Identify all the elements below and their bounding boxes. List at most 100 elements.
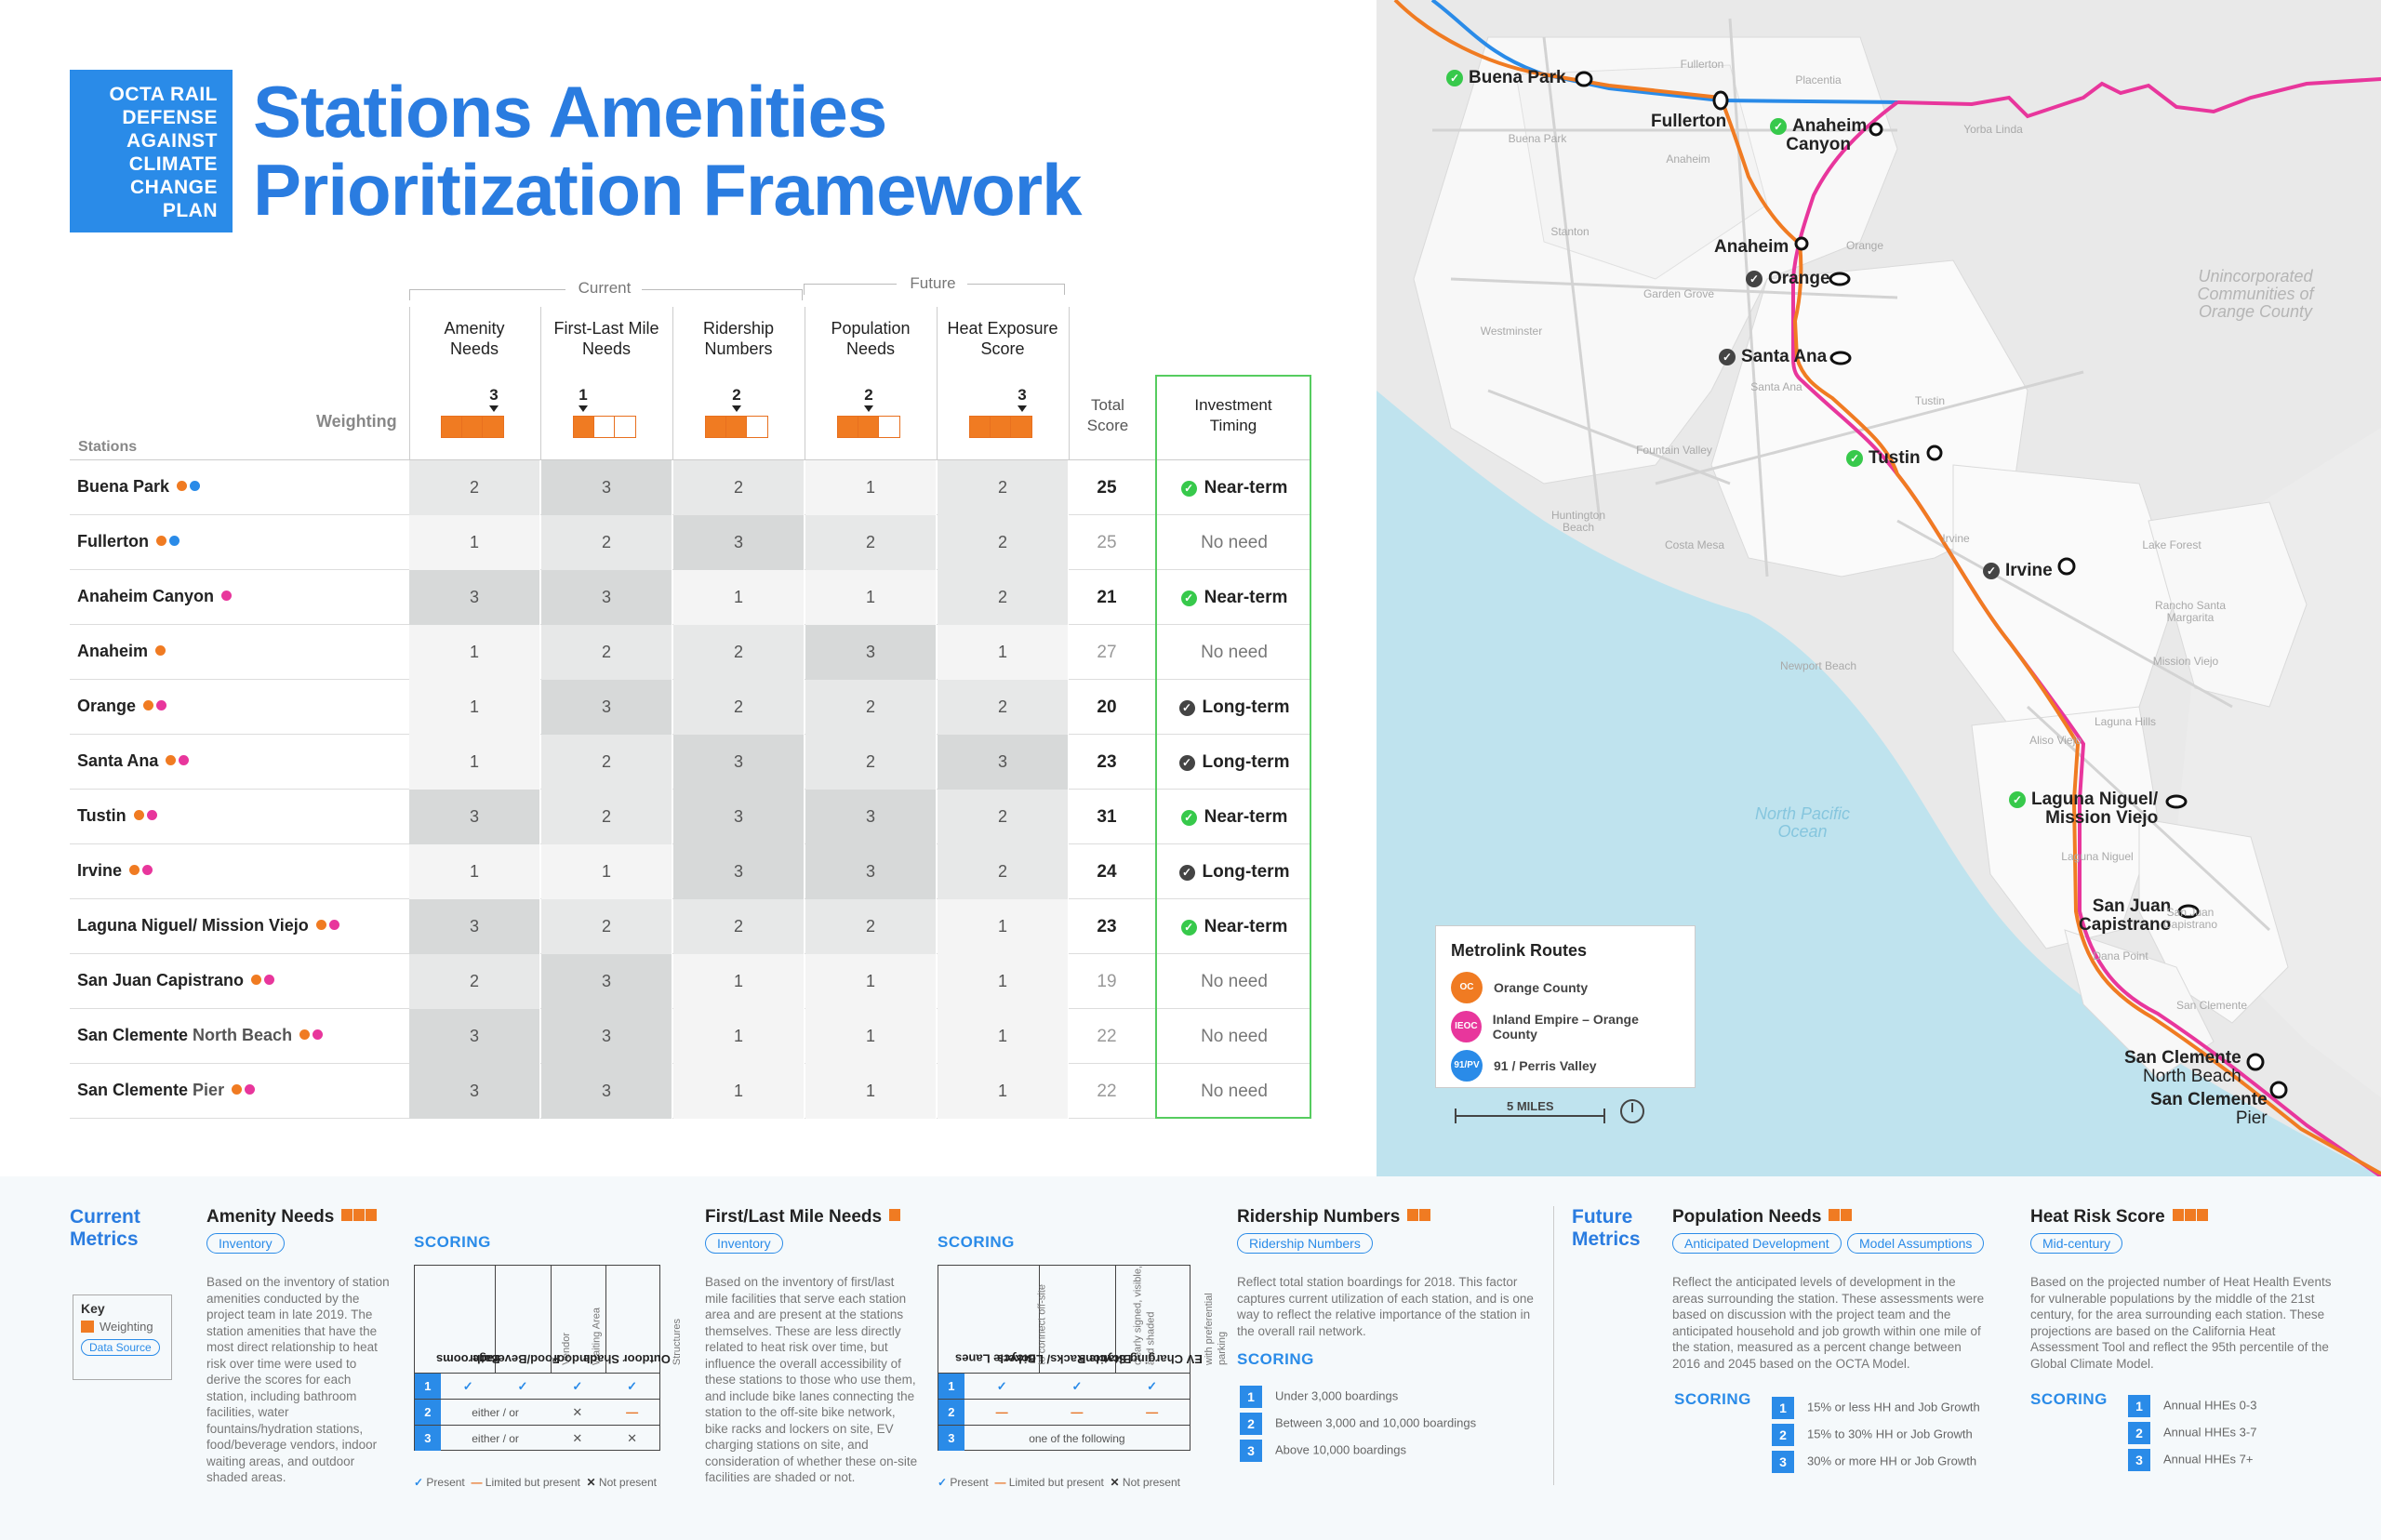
score-cell: 3 xyxy=(409,1064,540,1119)
population-pill-2: Model Assumptions xyxy=(1847,1233,1985,1254)
scoring-row: 1 ✓ ✓ ✓ xyxy=(938,1373,1190,1399)
map-place-label: Aliso Viejo xyxy=(2029,734,2082,747)
key-weighting-label: Weighting xyxy=(100,1320,153,1334)
weighting-squares xyxy=(341,1206,378,1227)
map-station-label: ✓ Santa Ana xyxy=(1719,348,1827,366)
station-row: Buena Park 2 3 2 1 2 25 ✓ Near-term xyxy=(70,460,1311,515)
investment-timing: ✓ Long-term xyxy=(1157,735,1311,790)
firstlast-description: Based on the inventory of first/last mil… xyxy=(705,1275,918,1484)
score-cell: 1 xyxy=(409,735,540,790)
score-cell: 2 xyxy=(541,735,672,790)
station-row: Santa Ana 1 2 3 2 3 23 ✓ Long-term xyxy=(70,735,1311,790)
heat-item: Annual HHEs 3-7 xyxy=(2163,1425,2257,1440)
station-name-text: Santa Ana xyxy=(77,751,159,770)
station-name: Tustin xyxy=(77,806,157,826)
population-item: 15% or less HH and Job Growth xyxy=(1807,1400,1980,1414)
route-dot-ie xyxy=(142,865,153,875)
metrolink-routes-legend: Metrolink Routes OC Orange County IEOC Inla… xyxy=(1435,925,1696,1088)
route-dot-ie xyxy=(156,700,167,710)
investment-timing: ✓ Near-term xyxy=(1157,899,1311,954)
column-header: Population Needs xyxy=(805,318,936,359)
station-label-text: San Clemente xyxy=(2124,1048,2241,1068)
station-label-text: Pier xyxy=(2235,1109,2268,1128)
weighting-value: 1 xyxy=(579,386,588,404)
investment-timing: ✓ Near-term xyxy=(1157,790,1311,844)
population-item: 30% or more HH or Job Growth xyxy=(1807,1454,1977,1468)
route-label: Inland Empire – Orange County xyxy=(1492,1012,1639,1042)
score-cell: 1 xyxy=(541,844,672,899)
amenity-description: Based on the inventory of station amenit… xyxy=(206,1275,390,1484)
route-dot-oc xyxy=(232,1084,243,1095)
near-term-check-icon: ✓ xyxy=(1180,481,1197,497)
score-cell: 2 xyxy=(938,790,1069,844)
station-name-text: San Clemente xyxy=(77,1081,193,1099)
route-dot-oc xyxy=(133,810,144,820)
investment-timing-text: No need xyxy=(1201,972,1268,991)
station-check-icon: ✓ xyxy=(1770,118,1787,135)
score-cell: 1 xyxy=(805,1064,937,1119)
heat-item: Annual HHEs 0-3 xyxy=(2163,1398,2257,1413)
scoring-level: 3 xyxy=(938,1426,964,1451)
heat-score-2: 2 Annual HHEs 3-7 xyxy=(2128,1422,2256,1444)
ridership-heading: Ridership Numbers xyxy=(1237,1206,1431,1228)
map-place-label: Huntington Beach xyxy=(1550,509,1606,534)
station-label-text: Anaheim xyxy=(1714,237,1789,257)
station-check-icon: ✓ xyxy=(1983,563,2000,579)
column-header-line: First-Last Mile xyxy=(553,319,659,338)
score-cell: 3 xyxy=(673,515,805,570)
map-place-label: Tustin xyxy=(1914,394,1946,407)
weighting-value: 3 xyxy=(1018,386,1027,404)
scoring-row: 2 either / or ✕ — xyxy=(415,1399,659,1425)
investment-timing-header: Investment Timing xyxy=(1157,395,1310,436)
map-place-label: Placentia xyxy=(1795,73,1842,86)
station-name: San Clemente Pier xyxy=(77,1081,256,1100)
title-line-2: Prioritization Framework xyxy=(253,149,1083,231)
station-name-text: Fullerton xyxy=(77,532,149,551)
station-label-text: Irvine xyxy=(2005,561,2053,580)
total-header-line: Score xyxy=(1086,417,1129,434)
column-header-line: Needs xyxy=(581,339,632,358)
investment-timing-text: Near-term xyxy=(1204,917,1288,936)
station-label-text: Capistrano xyxy=(2079,915,2172,935)
legend-not: Not present xyxy=(598,1476,657,1489)
scoring-level: 1 xyxy=(938,1374,964,1399)
routes-title: Metrolink Routes xyxy=(1451,941,1588,960)
scoring-cell: — xyxy=(1146,1405,1159,1419)
route-dot-ie xyxy=(313,1029,324,1040)
weighting-indicator xyxy=(705,416,768,438)
weighting-swatch xyxy=(81,1321,94,1333)
score-cell: 1 xyxy=(409,515,540,570)
investment-timing: No need xyxy=(1157,954,1311,1009)
investment-timing: ✓ Long-term xyxy=(1157,844,1311,899)
weighting-pointer-icon xyxy=(1018,405,1027,412)
heat-description: Based on the projected number of Heat He… xyxy=(2030,1275,2332,1371)
scoring-column-header: Bicycle Racks/ Lockers clearly signed, vi… xyxy=(997,1266,1157,1373)
scoring-column-title: EV Charging Stations xyxy=(1078,1352,1203,1366)
station-name: Anaheim Canyon xyxy=(77,587,233,606)
score-cell: 2 xyxy=(938,570,1069,625)
score-cell: 2 xyxy=(409,954,540,1009)
score-cell: 2 xyxy=(938,460,1069,515)
map-place-label: San Clemente xyxy=(2175,999,2248,1012)
station-name-sub: Pier xyxy=(193,1081,225,1099)
current-metrics-title: Current Metrics xyxy=(70,1206,140,1251)
logo-line: OCTA RAIL xyxy=(109,84,218,105)
score-cell: 3 xyxy=(541,1009,672,1064)
amenity-scoring-table: Bathrooms Food/Beverage Vendor Indoor Waitin… xyxy=(414,1265,683,1451)
route-dot-ie xyxy=(179,755,190,765)
scoring-level: 1 xyxy=(415,1374,441,1399)
divider xyxy=(1069,307,1070,460)
weighting-squares xyxy=(1407,1206,1431,1227)
route-label: 91 / Perris Valley xyxy=(1494,1058,1597,1073)
logo-line: CLIMATE xyxy=(128,153,218,175)
weighting-value: 3 xyxy=(489,386,499,404)
current-metrics-line: Metrics xyxy=(70,1228,139,1250)
station-row: Tustin 3 2 3 3 2 31 ✓ Near-term xyxy=(70,790,1311,844)
scoring-cell: — xyxy=(995,1405,1008,1419)
station-name: Laguna Niguel/ Mission Viejo xyxy=(77,916,339,936)
scoring-level: 2 xyxy=(938,1400,964,1425)
total-score: 21 xyxy=(1097,588,1117,607)
station-check-icon: ✓ xyxy=(1746,271,1762,287)
map-region-label: Unincorporated Communities of Orange Cou… xyxy=(2197,267,2314,321)
total-score: 24 xyxy=(1097,862,1117,882)
